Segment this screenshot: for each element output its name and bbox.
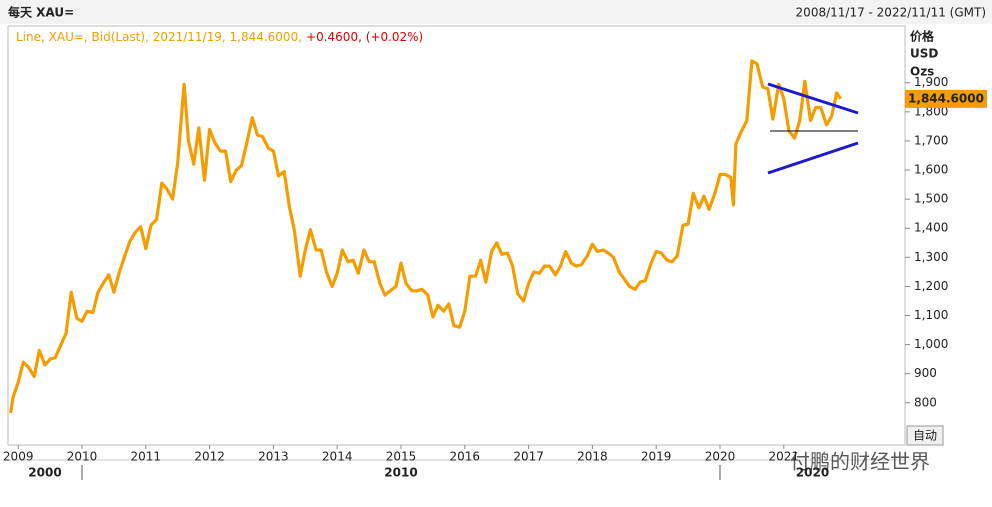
decade-label: 2000 (28, 466, 61, 480)
x-tick-label: 2015 (386, 450, 417, 464)
y-tick-label: 1,300 (914, 250, 948, 264)
x-tick-label: 2013 (258, 450, 289, 464)
last-price-label: 1,844.6000 (908, 91, 984, 105)
decade-label: 2020 (796, 466, 829, 480)
chart-title: 每天 XAU= (8, 5, 74, 20)
x-tick-label: 2011 (131, 450, 162, 464)
y-tick-label: 1,900 (914, 75, 948, 89)
x-tick-label: 2017 (513, 450, 544, 464)
x-tick-label: 2020 (705, 450, 736, 464)
trendline (767, 82, 859, 115)
x-tick-label: 2018 (577, 450, 608, 464)
y-tick-label: 1,700 (914, 133, 948, 147)
date-range: 2008/11/17 - 2022/11/11 (GMT) (796, 6, 986, 20)
x-tick-label: 2019 (641, 450, 672, 464)
x-tick-label: 2012 (194, 450, 225, 464)
watermark: 付鹏的财经世界 (790, 450, 930, 474)
x-tick-label: 2016 (450, 450, 481, 464)
x-tick-label: 2009 (3, 450, 34, 464)
y-tick-label: 1,000 (914, 337, 948, 351)
y-tick-label: 800 (914, 395, 937, 409)
x-tick-label: 2010 (67, 450, 98, 464)
auto-button-label[interactable]: 自动 (913, 429, 937, 443)
legend-text: Line, XAU=, Bid(Last), 2021/11/19, 1,844… (16, 30, 302, 44)
auto-button[interactable] (906, 425, 944, 446)
y-tick-label: 1,500 (914, 192, 948, 206)
y-tick-label: 1,600 (914, 163, 948, 177)
price-line (9, 59, 842, 414)
plot: 800 900 1,000 1,100 1,200 1,300 1,400 1,500 1,60… (3, 59, 948, 480)
y-unit: 价格 (910, 29, 935, 44)
legend-change: +0.4600, (+0.02%) (306, 30, 423, 44)
y-tick-label: 1,400 (914, 221, 948, 235)
y-tick-label: 900 (914, 366, 937, 380)
y-tick-label: 1,200 (914, 279, 948, 293)
title-bar (0, 0, 992, 24)
legend: Line, XAU=, Bid(Last), 2021/11/19, 1,844… (16, 30, 423, 44)
plot-frame (7, 25, 906, 446)
last-price-box (905, 89, 987, 108)
x-tick-label: 2021 (769, 450, 800, 464)
y-unit: USD (910, 47, 938, 61)
x-tick-label: 2014 (322, 450, 353, 464)
trendline (767, 141, 859, 175)
y-tick-label: 1,100 (914, 308, 948, 322)
y-unit: Ozs (910, 65, 934, 79)
decade-label: 2010 (384, 466, 417, 480)
